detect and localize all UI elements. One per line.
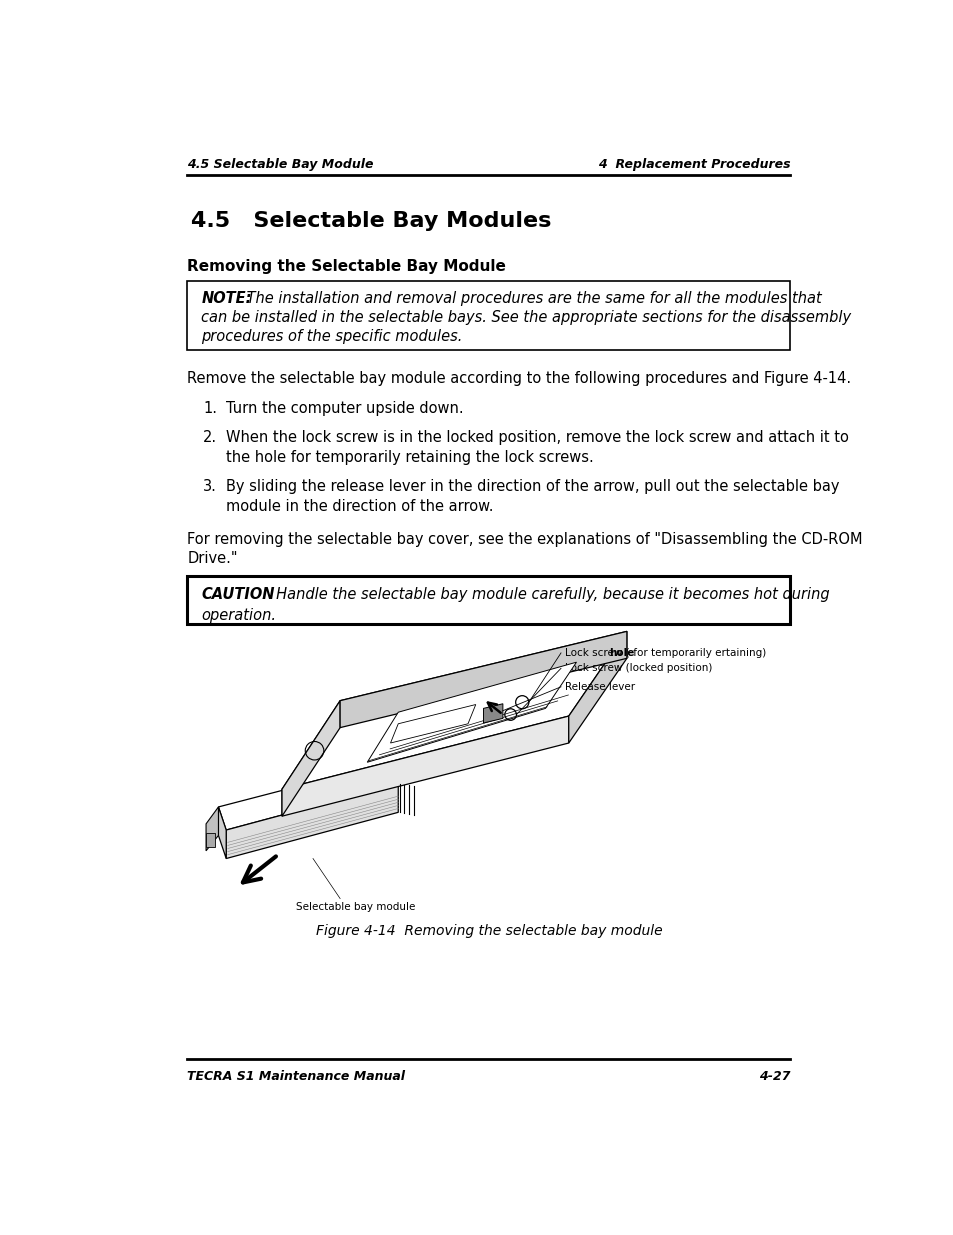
Polygon shape — [282, 716, 568, 816]
Text: 3.: 3. — [203, 479, 216, 494]
Text: Lock screw (: Lock screw ( — [564, 648, 629, 658]
Text: module in the direction of the arrow.: module in the direction of the arrow. — [226, 499, 494, 514]
Polygon shape — [390, 704, 476, 743]
Polygon shape — [483, 704, 502, 722]
Text: 2.: 2. — [203, 430, 217, 445]
Text: Remove the selectable bay module according to the following procedures and Figur: Remove the selectable bay module accordi… — [187, 372, 851, 387]
Polygon shape — [568, 631, 626, 743]
Text: When the lock screw is in the locked position, remove the lock screw and attach : When the lock screw is in the locked pos… — [226, 430, 848, 445]
Text: Turn the computer upside down.: Turn the computer upside down. — [226, 401, 463, 416]
Text: TECRA S1 Maintenance Manual: TECRA S1 Maintenance Manual — [187, 1070, 405, 1083]
Text: procedures of the specific modules.: procedures of the specific modules. — [201, 330, 462, 345]
Polygon shape — [367, 662, 576, 762]
Bar — [206, 834, 215, 847]
Text: can be installed in the selectable bays. See the appropriate sections for the di: can be installed in the selectable bays.… — [201, 310, 851, 325]
Text: 4.5 Selectable Bay Module: 4.5 Selectable Bay Module — [187, 158, 374, 172]
Text: The installation and removal procedures are the same for all the modules that: The installation and removal procedures … — [241, 291, 821, 306]
Text: Selectable bay module: Selectable bay module — [295, 903, 415, 913]
Text: for temporarily ertaining): for temporarily ertaining) — [629, 648, 765, 658]
Text: Release lever: Release lever — [564, 682, 635, 692]
Text: CAUTION: CAUTION — [201, 587, 274, 601]
Text: operation.: operation. — [201, 608, 276, 622]
Text: 4-27: 4-27 — [758, 1070, 790, 1083]
Text: :  Handle the selectable bay module carefully, because it becomes hot during: : Handle the selectable bay module caref… — [261, 587, 828, 601]
Polygon shape — [282, 631, 626, 789]
Polygon shape — [340, 631, 626, 727]
Text: Drive.": Drive." — [187, 551, 237, 567]
Text: Figure 4-14  Removing the selectable bay module: Figure 4-14 Removing the selectable bay … — [315, 924, 661, 937]
FancyBboxPatch shape — [187, 576, 790, 624]
Text: hole: hole — [608, 648, 634, 658]
Polygon shape — [282, 700, 340, 816]
Polygon shape — [218, 762, 397, 830]
FancyBboxPatch shape — [187, 280, 790, 350]
Text: the hole for temporarily retaining the lock screws.: the hole for temporarily retaining the l… — [226, 450, 594, 464]
Text: For removing the selectable bay cover, see the explanations of "Disassembling th: For removing the selectable bay cover, s… — [187, 531, 862, 547]
Polygon shape — [218, 806, 226, 858]
Text: 4.5   Selectable Bay Modules: 4.5 Selectable Bay Modules — [192, 211, 551, 231]
Polygon shape — [226, 784, 397, 858]
Text: 4  Replacement Procedures: 4 Replacement Procedures — [598, 158, 790, 172]
Text: Removing the Selectable Bay Module: Removing the Selectable Bay Module — [187, 259, 506, 274]
Text: By sliding the release lever in the direction of the arrow, pull out the selecta: By sliding the release lever in the dire… — [226, 479, 839, 494]
Text: 1.: 1. — [203, 401, 216, 416]
Polygon shape — [206, 806, 218, 851]
Text: NOTE:: NOTE: — [201, 291, 252, 306]
Text: Lock screw (locked position): Lock screw (locked position) — [564, 663, 712, 673]
